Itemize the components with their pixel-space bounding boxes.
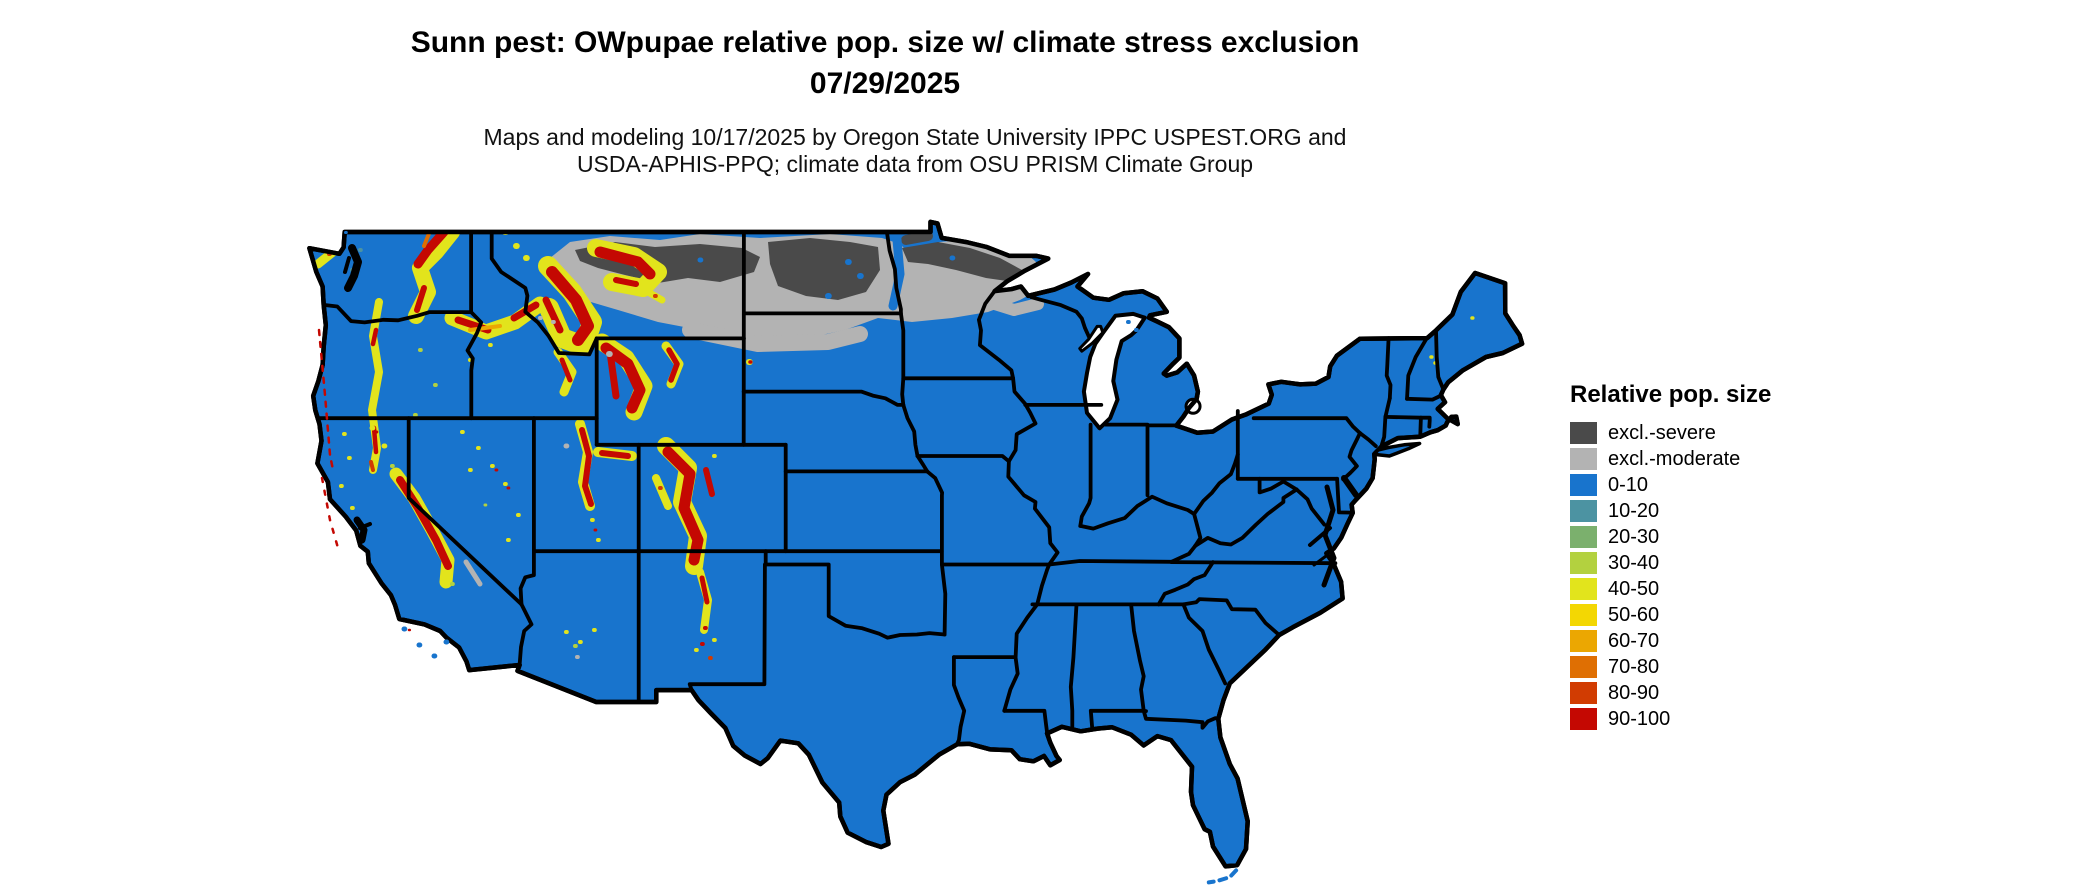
legend-row: 40-50 — [1570, 576, 1771, 602]
water-features — [343, 244, 1359, 588]
legend-swatch — [1570, 474, 1597, 496]
legend-label: 0-10 — [1608, 473, 1649, 496]
green-bay — [1078, 324, 1105, 353]
legend-row: 60-70 — [1570, 628, 1771, 654]
legend-row: 20-30 — [1570, 524, 1771, 550]
florida-keys — [1206, 868, 1239, 885]
legend-swatch — [1570, 500, 1597, 522]
legend-label: 50-60 — [1608, 603, 1660, 626]
legend-label: 40-50 — [1608, 577, 1660, 600]
puget-sound — [344, 244, 362, 292]
legend-row: excl.-severe — [1570, 420, 1771, 446]
hotspot-overlays — [309, 221, 1494, 660]
lake-michigan — [1081, 311, 1147, 431]
subtitle-line-1: Maps and modeling 10/17/2025 by Oregon S… — [483, 124, 1347, 150]
title-date: 07/29/2025 — [809, 67, 961, 100]
legend-swatch — [1570, 682, 1597, 704]
legend-label: 90-100 — [1608, 707, 1671, 730]
long-island — [1372, 441, 1422, 458]
figure-title: Sunn pest: OWpupae relative pop. size w/… — [0, 22, 1770, 104]
legend-row: 80-90 — [1570, 680, 1771, 706]
san-francisco-bay — [353, 516, 368, 544]
legend: Relative pop. size excl.-severe excl.-mod… — [1570, 381, 1771, 732]
legend-row: 0-10 — [1570, 472, 1771, 498]
legend-swatch — [1570, 526, 1597, 548]
valley-gaps — [697, 235, 956, 311]
state-borders — [315, 230, 1446, 746]
legend-rows: excl.-severe excl.-moderate 0-10 10-20 20-30… — [1570, 420, 1771, 732]
legend-swatch — [1570, 578, 1597, 600]
legend-row: 70-80 — [1570, 654, 1771, 680]
legend-label: 30-40 — [1608, 551, 1660, 574]
delaware-bay — [1341, 475, 1359, 498]
great-lakes — [1078, 311, 1202, 431]
legend-swatch — [1570, 422, 1597, 444]
offshore-islands — [317, 231, 1422, 885]
us-outline-stroke — [307, 219, 1525, 869]
legend-title: Relative pop. size — [1570, 381, 1772, 408]
legend-label: 80-90 — [1608, 681, 1660, 704]
legend-label: 60-70 — [1608, 629, 1660, 652]
legend-swatch — [1570, 708, 1597, 730]
legend-label: excl.-moderate — [1608, 447, 1741, 470]
legend-label: 70-80 — [1608, 655, 1660, 678]
title-line-1: Sunn pest: OWpupae relative pop. size w/… — [410, 26, 1360, 59]
model-raster-overlays — [309, 221, 1494, 660]
legend-swatch — [1570, 604, 1597, 626]
legend-row: 50-60 — [1570, 602, 1771, 628]
legend-row: 90-100 — [1570, 706, 1771, 732]
legend-label: 20-30 — [1608, 525, 1660, 548]
legend-label: excl.-severe — [1608, 421, 1716, 444]
subtitle-line-2: USDA-APHIS-PPQ; climate data from OSU PR… — [576, 151, 1254, 177]
chesapeake-bay — [1321, 484, 1337, 588]
legend-row: 30-40 — [1570, 550, 1771, 576]
legend-label: 10-20 — [1608, 499, 1660, 522]
potomac-river — [1308, 526, 1332, 547]
legend-row: excl.-moderate — [1570, 446, 1771, 472]
legend-swatch — [1570, 552, 1597, 574]
legend-row: 10-20 — [1570, 498, 1771, 524]
legend-swatch — [1570, 448, 1597, 470]
exclusion-severe-region — [575, 231, 1022, 300]
legend-swatch — [1570, 656, 1597, 678]
figure-subtitle: Maps and modeling 10/17/2025 by Oregon S… — [0, 124, 1830, 178]
legend-swatch — [1570, 630, 1597, 652]
